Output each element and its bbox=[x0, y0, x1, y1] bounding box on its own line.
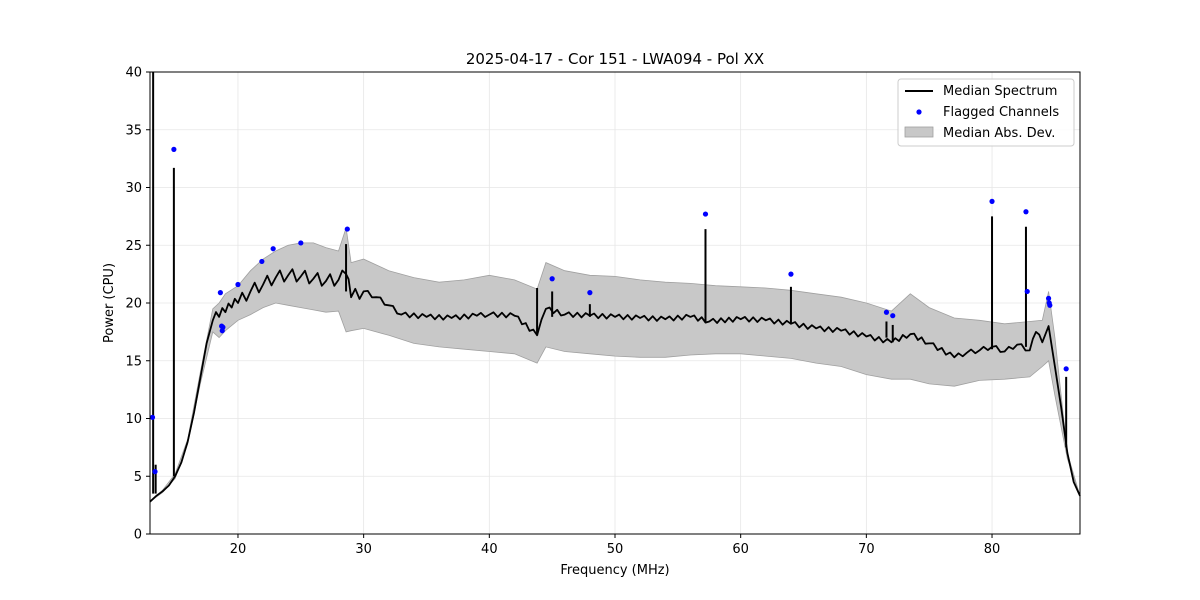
legend-point-swatch bbox=[916, 109, 922, 115]
x-tick-label: 70 bbox=[858, 542, 875, 557]
flagged-channel-point bbox=[220, 324, 226, 330]
x-tick-label: 40 bbox=[481, 542, 498, 557]
flagged-channel-point bbox=[235, 281, 241, 288]
flagged-points-layer bbox=[149, 146, 1069, 475]
flagged-channel-point bbox=[217, 290, 223, 296]
y-tick-label: 5 bbox=[134, 470, 142, 485]
flagged-channel-point bbox=[149, 414, 156, 420]
flagged-channel-point bbox=[1063, 366, 1069, 372]
x-axis-ticks: 20 30 40 50 60 70 80 bbox=[230, 534, 1001, 557]
spike-layer bbox=[152, 72, 1068, 494]
flagged-channel-point bbox=[1023, 209, 1029, 215]
y-tick-label: 40 bbox=[125, 66, 142, 81]
flagged-channel-point bbox=[1045, 295, 1052, 301]
flagged-channel-point bbox=[171, 146, 177, 152]
y-tick-label: 30 bbox=[125, 181, 142, 196]
x-tick-label: 80 bbox=[984, 542, 1001, 557]
flagged-channel-point bbox=[270, 246, 276, 252]
legend-label-median-spectrum: Median Spectrum bbox=[943, 84, 1057, 99]
y-tick-label: 20 bbox=[125, 297, 142, 312]
x-tick-label: 20 bbox=[230, 542, 247, 557]
flagged-channel-point bbox=[344, 226, 350, 232]
flagged-channel-point bbox=[1024, 288, 1030, 295]
legend-label-flagged-channels: Flagged Channels bbox=[943, 105, 1059, 120]
legend-box bbox=[897, 78, 1075, 147]
legend-band-swatch bbox=[904, 126, 934, 138]
median-spectrum-line bbox=[149, 268, 1081, 503]
legend-label-median-abs-dev: Median Abs. Dev. bbox=[943, 126, 1055, 141]
x-tick-label: 30 bbox=[355, 542, 372, 557]
y-tick-label: 25 bbox=[125, 239, 142, 254]
flagged-channel-point bbox=[549, 276, 555, 282]
flagged-channel-point bbox=[152, 469, 158, 475]
y-tick-label: 15 bbox=[125, 354, 142, 369]
y-tick-label: 10 bbox=[125, 412, 142, 427]
y-tick-label: 0 bbox=[134, 528, 142, 543]
flagged-channel-point bbox=[702, 211, 709, 217]
median-line-layer bbox=[149, 268, 1081, 503]
flagged-channel-point bbox=[883, 309, 890, 315]
flagged-channel-point bbox=[788, 271, 794, 277]
x-tick-label: 50 bbox=[607, 542, 624, 557]
y-axis-ticks: 0 5 10 15 20 25 30 35 40 bbox=[125, 66, 150, 543]
x-axis-label: Frequency (MHz) bbox=[560, 563, 669, 578]
x-tick-label: 60 bbox=[732, 542, 749, 557]
flagged-channel-point bbox=[1047, 302, 1053, 308]
flagged-channel-point bbox=[259, 258, 265, 265]
flagged-channel-point bbox=[298, 240, 304, 246]
chart-title: 2025-04-17 - Cor 151 - LWA094 - Pol XX bbox=[466, 50, 764, 68]
y-axis-label: Power (CPU) bbox=[102, 263, 117, 343]
flagged-channel-point bbox=[989, 198, 995, 204]
legend: Median Spectrum Flagged Channels Median … bbox=[897, 78, 1075, 147]
flagged-channel-point bbox=[587, 290, 593, 296]
flagged-channel-point bbox=[890, 313, 896, 319]
y-tick-label: 35 bbox=[125, 123, 142, 138]
